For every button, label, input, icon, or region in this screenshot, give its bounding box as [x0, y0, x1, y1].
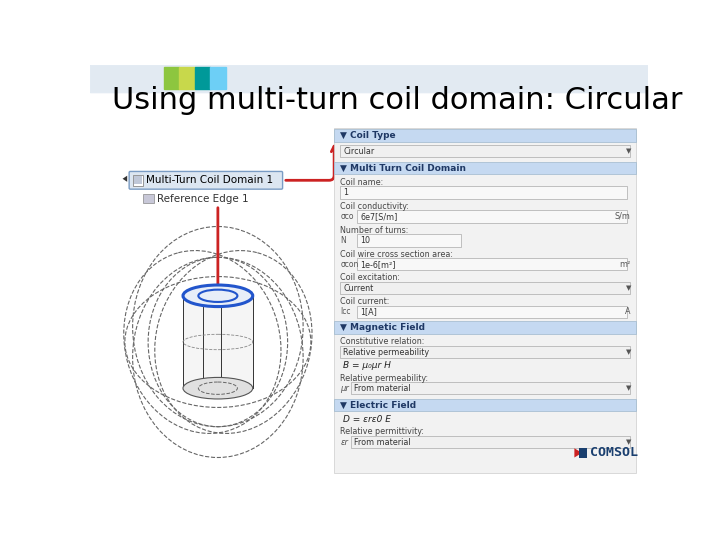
Bar [134, 177, 142, 184]
Text: From material: From material [354, 384, 411, 393]
Text: Coil name:: Coil name: [341, 178, 384, 187]
Text: Icc: Icc [341, 307, 351, 316]
Bar [334, 399, 636, 411]
Text: Circular: Circular [343, 146, 374, 156]
Bar [132, 175, 143, 186]
Text: D = εrε0 E: D = εrε0 E [343, 415, 392, 423]
Text: 1e-6[m²]: 1e-6[m²] [361, 260, 396, 269]
Bar [163, 67, 179, 89]
Text: ▼: ▼ [626, 285, 631, 291]
Text: σcon: σcon [341, 260, 359, 269]
Text: ▼: ▼ [626, 148, 631, 154]
Bar [357, 211, 627, 222]
Bar [357, 306, 627, 318]
Ellipse shape [183, 285, 253, 307]
Bar [341, 186, 627, 199]
Bar [183, 296, 253, 388]
Text: Relative permittivity:: Relative permittivity: [341, 428, 424, 436]
Text: Coil wire cross section area:: Coil wire cross section area: [341, 249, 454, 259]
Text: N: N [341, 236, 346, 245]
Bar [341, 346, 630, 358]
Text: εr: εr [341, 437, 348, 447]
Bar [194, 67, 210, 89]
Bar [579, 448, 587, 457]
Text: ▼: ▼ [626, 385, 631, 391]
Bar [143, 194, 153, 204]
Text: Number of turns:: Number of turns: [341, 226, 409, 235]
Bar [357, 258, 627, 271]
Text: S/m: S/m [614, 212, 630, 221]
Bar [334, 321, 636, 334]
Bar [334, 162, 636, 174]
Polygon shape [575, 448, 582, 457]
Bar [341, 282, 630, 294]
Bar [90, 65, 648, 92]
FancyBboxPatch shape [129, 171, 282, 189]
Text: Coil current:: Coil current: [341, 298, 390, 306]
Text: 1[A]: 1[A] [361, 307, 377, 316]
Text: m²: m² [619, 260, 630, 269]
Text: 10: 10 [361, 236, 371, 245]
Text: Reference Edge 1: Reference Edge 1 [157, 194, 248, 204]
Text: ▼: ▼ [626, 349, 631, 355]
Text: B = μ₀μr H: B = μ₀μr H [343, 361, 391, 369]
Text: ▼ Magnetic Field: ▼ Magnetic Field [341, 323, 426, 332]
Text: 6e7[S/m]: 6e7[S/m] [361, 212, 398, 221]
Bar [357, 234, 461, 247]
Text: Coil excitation:: Coil excitation: [341, 273, 400, 282]
Text: Current: Current [343, 284, 374, 293]
Text: ▼ Electric Field: ▼ Electric Field [341, 401, 416, 410]
Text: Coil conductivity:: Coil conductivity: [341, 202, 410, 211]
Text: μr: μr [341, 384, 349, 393]
Bar [179, 67, 194, 89]
Ellipse shape [183, 377, 253, 399]
Bar [334, 128, 636, 473]
Text: ▼ Multi Turn Coil Domain: ▼ Multi Turn Coil Domain [341, 164, 467, 172]
Text: From material: From material [354, 437, 411, 447]
Text: σco: σco [341, 212, 354, 221]
Text: Relative permeability: Relative permeability [343, 348, 430, 356]
Bar [334, 130, 636, 142]
Bar [341, 145, 630, 157]
Text: COMSOL: COMSOL [590, 447, 638, 460]
Text: Using multi-turn coil domain: Circular: Using multi-turn coil domain: Circular [112, 86, 683, 115]
Text: Multi-Turn Coil Domain 1: Multi-Turn Coil Domain 1 [145, 176, 273, 185]
Text: Relative permeability:: Relative permeability: [341, 374, 428, 382]
Bar [351, 436, 630, 448]
Text: A: A [625, 307, 630, 316]
Text: ▼: ▼ [626, 439, 631, 445]
Text: ▼ Coil Type: ▼ Coil Type [341, 131, 396, 140]
Polygon shape [122, 176, 127, 182]
Text: 1: 1 [343, 188, 348, 197]
Bar [351, 382, 630, 394]
Text: Constitutive relation:: Constitutive relation: [341, 338, 425, 346]
Bar [90, 65, 648, 92]
Bar [210, 67, 225, 89]
